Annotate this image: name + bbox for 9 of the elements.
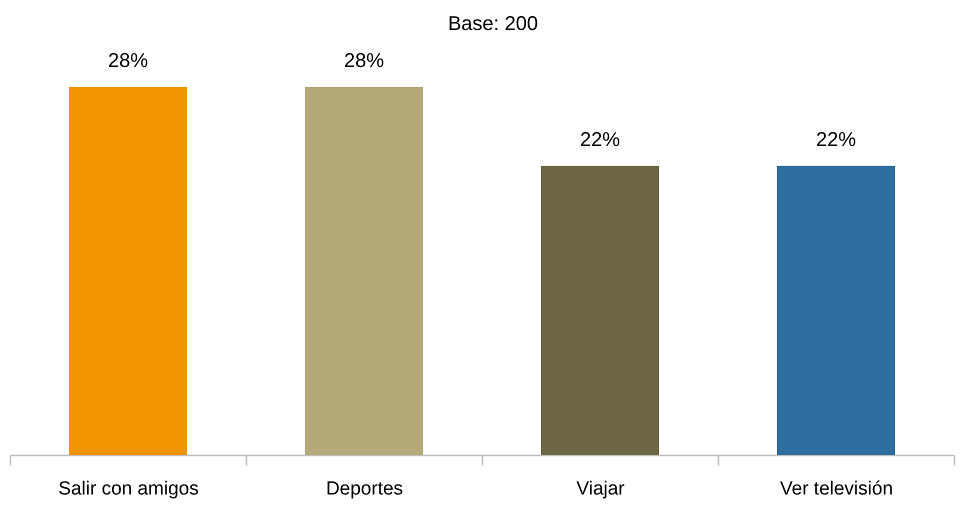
data-label: 28% [108, 50, 148, 72]
data-label: 22% [816, 128, 856, 151]
x-tick-label: Viajar [576, 478, 626, 500]
x-tick-label: Ver televisión [780, 478, 894, 500]
data-label: 28% [344, 50, 384, 72]
chart-title: Base: 200 [448, 13, 538, 35]
data-label: 22% [580, 128, 620, 151]
x-tick-label: Deportes [326, 478, 404, 500]
x-tick-label: Salir con amigos [58, 478, 199, 500]
